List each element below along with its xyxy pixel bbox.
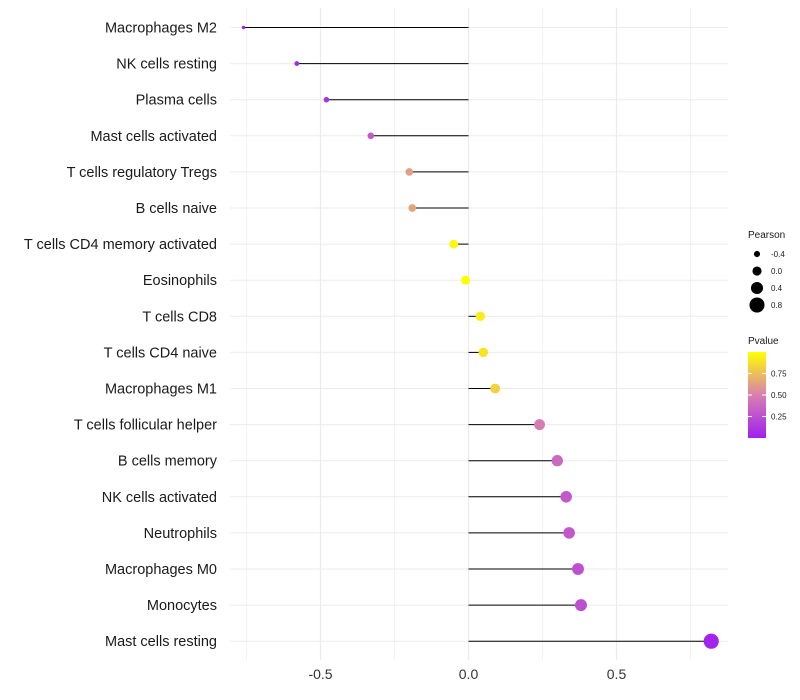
x-tick-label: -0.5 [308, 666, 332, 682]
category-label-monocytes: Monocytes [147, 598, 217, 614]
point-t-cells-cd4-memory-activated [449, 239, 459, 249]
points-layer [241, 25, 719, 649]
size-legend-title: Pearson [748, 230, 785, 241]
stems-layer [243, 27, 712, 642]
category-label-mast-cells-resting: Mast cells resting [105, 634, 217, 650]
size-legend-dot [750, 281, 764, 295]
size-legend-dot [753, 250, 761, 258]
point-monocytes [575, 599, 587, 612]
category-label-macrophages-m1: Macrophages M1 [105, 382, 217, 398]
x-tick-labels: -0.5 0.0 0.5 [308, 666, 626, 682]
category-label-mast-cells-activated: Mast cells activated [90, 129, 217, 145]
point-macrophages-m1 [490, 383, 501, 394]
category-label-eosinophils: Eosinophils [143, 273, 217, 289]
point-macrophages-m0 [572, 563, 584, 575]
point-eosinophils [461, 275, 471, 285]
point-b-cells-memory [551, 455, 563, 467]
size-legend-label: 0.4 [771, 284, 783, 293]
point-plasma-cells [323, 96, 330, 103]
category-label-b-cells-naive: B cells naive [136, 201, 217, 217]
category-label-nk-cells-resting: NK cells resting [116, 57, 217, 73]
category-label-plasma-cells: Plasma cells [136, 93, 217, 109]
x-tick-label: 0.5 [607, 666, 627, 682]
category-label-neutrophils: Neutrophils [144, 526, 217, 542]
size-legend-items: -0.4 0.0 0.4 0.8 [749, 250, 785, 313]
point-mast-cells-resting [703, 633, 719, 649]
point-t-cells-follicular-helper [534, 419, 545, 431]
point-mast-cells-activated [367, 132, 375, 140]
category-label-nk-cells-activated: NK cells activated [102, 490, 217, 506]
size-legend-dot [749, 297, 765, 313]
color-legend-label: 0.75 [771, 370, 787, 379]
point-nk-cells-resting [294, 61, 300, 67]
point-t-cells-regulatory-tregs [405, 168, 414, 176]
category-label-t-cells-regulatory-tregs: T cells regulatory Tregs [67, 165, 217, 181]
point-t-cells-cd4-naive [478, 347, 489, 358]
grid-layer [230, 8, 728, 660]
category-label-macrophages-m0: Macrophages M0 [105, 562, 217, 578]
category-labels: Macrophages M2 NK cells resting Plasma cel… [24, 21, 218, 651]
color-legend-label: 0.50 [771, 391, 787, 400]
legend: Pearson -0.4 0.0 0.4 0.8 Pvalue 0.75 0.50 0.2… [748, 230, 787, 438]
size-legend-label: -0.4 [771, 250, 785, 259]
category-label-t-cells-follicular-helper: T cells follicular helper [74, 418, 217, 434]
color-legend-ticks: 0.75 0.50 0.25 [748, 370, 787, 422]
point-t-cells-cd8 [475, 311, 486, 322]
category-label-t-cells-cd4-naive: T cells CD4 naive [104, 345, 217, 361]
point-nk-cells-activated [560, 491, 572, 503]
category-label-macrophages-m2: Macrophages M2 [105, 21, 217, 37]
color-legend-title: Pvalue [748, 336, 779, 347]
color-legend-bar [748, 352, 766, 438]
category-label-b-cells-memory: B cells memory [118, 454, 218, 470]
size-legend-label: 0.0 [771, 267, 783, 276]
category-label-t-cells-cd8: T cells CD8 [142, 309, 217, 325]
x-tick-label: 0.0 [459, 666, 479, 682]
size-legend-label: 0.8 [771, 301, 783, 310]
point-neutrophils [563, 527, 575, 539]
color-legend-label: 0.25 [771, 413, 787, 422]
point-b-cells-naive [408, 204, 417, 212]
category-label-t-cells-cd4-memory-activated: T cells CD4 memory activated [24, 237, 217, 253]
point-macrophages-m2 [241, 25, 246, 30]
size-legend-dot [752, 266, 762, 276]
